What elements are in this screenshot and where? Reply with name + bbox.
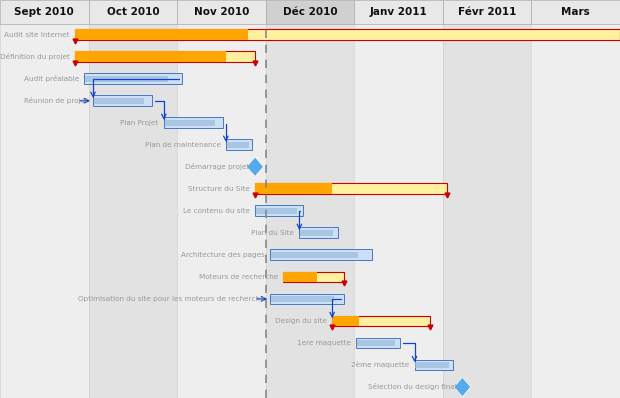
Bar bbox=[531, 23, 620, 398]
Bar bbox=[75, 51, 255, 62]
Bar bbox=[300, 230, 334, 236]
Bar bbox=[255, 183, 447, 194]
Text: Le contenu du site: Le contenu du site bbox=[183, 208, 250, 214]
Bar bbox=[357, 340, 394, 346]
Text: Audit site Internet: Audit site Internet bbox=[4, 32, 70, 38]
Bar bbox=[75, 51, 226, 62]
Bar bbox=[255, 183, 332, 194]
Bar bbox=[270, 294, 343, 304]
Bar bbox=[354, 23, 443, 398]
Text: Sélection du design final: Sélection du design final bbox=[368, 384, 457, 390]
Bar bbox=[75, 29, 620, 40]
Polygon shape bbox=[247, 157, 264, 176]
Text: Sept 2010: Sept 2010 bbox=[14, 7, 74, 17]
Text: Plan Projet: Plan Projet bbox=[120, 120, 159, 126]
Bar bbox=[165, 120, 215, 126]
Bar bbox=[226, 139, 252, 150]
Text: Réunion de projet: Réunion de projet bbox=[24, 97, 87, 104]
Bar bbox=[266, 23, 354, 398]
Text: Févr 2011: Févr 2011 bbox=[458, 7, 516, 17]
Bar bbox=[271, 296, 334, 302]
Text: Optimisation du site pour les moteurs de recherche: Optimisation du site pour les moteurs de… bbox=[78, 296, 265, 302]
Bar bbox=[177, 0, 266, 23]
Text: 1ere maquette: 1ere maquette bbox=[296, 340, 351, 346]
Bar bbox=[443, 0, 531, 23]
Bar bbox=[283, 271, 343, 282]
Bar bbox=[227, 142, 249, 148]
Bar bbox=[84, 73, 182, 84]
Bar bbox=[415, 360, 453, 370]
Text: Structure du Site: Structure du Site bbox=[188, 186, 250, 192]
Text: Audit préalable: Audit préalable bbox=[24, 75, 79, 82]
Bar bbox=[85, 76, 168, 82]
Text: Plan de maintenance: Plan de maintenance bbox=[144, 142, 221, 148]
Bar bbox=[415, 362, 448, 368]
Bar bbox=[93, 96, 153, 106]
Text: Définition du projet: Définition du projet bbox=[0, 53, 70, 60]
Text: Plan du Site: Plan du Site bbox=[251, 230, 294, 236]
Bar bbox=[356, 338, 401, 348]
Bar bbox=[270, 250, 372, 260]
Text: Oct 2010: Oct 2010 bbox=[107, 7, 159, 17]
Bar bbox=[332, 316, 359, 326]
Bar bbox=[443, 23, 531, 398]
Bar bbox=[266, 0, 354, 23]
Bar bbox=[531, 0, 620, 23]
Text: Démarrage projet: Démarrage projet bbox=[185, 163, 250, 170]
Polygon shape bbox=[454, 377, 471, 397]
Bar bbox=[177, 23, 266, 398]
Text: Déc 2010: Déc 2010 bbox=[283, 7, 337, 17]
Text: Mars: Mars bbox=[561, 7, 590, 17]
Text: Nov 2010: Nov 2010 bbox=[193, 7, 249, 17]
Bar bbox=[332, 316, 430, 326]
Bar bbox=[89, 0, 177, 23]
Bar bbox=[94, 98, 144, 104]
Bar bbox=[299, 228, 339, 238]
Text: Moteurs de recherche: Moteurs de recherche bbox=[199, 274, 278, 280]
Bar bbox=[164, 117, 223, 128]
Text: Design du site: Design du site bbox=[275, 318, 327, 324]
Bar bbox=[89, 23, 177, 398]
Bar bbox=[283, 271, 317, 282]
Bar bbox=[75, 29, 248, 40]
Text: 2ème maquette: 2ème maquette bbox=[351, 361, 409, 369]
Bar bbox=[0, 0, 89, 23]
Text: Architecture des pages: Architecture des pages bbox=[181, 252, 265, 258]
Bar bbox=[255, 205, 303, 216]
Bar bbox=[271, 252, 358, 258]
Bar bbox=[0, 23, 89, 398]
Bar bbox=[256, 208, 296, 214]
Bar bbox=[354, 0, 443, 23]
Text: Janv 2011: Janv 2011 bbox=[370, 7, 427, 17]
